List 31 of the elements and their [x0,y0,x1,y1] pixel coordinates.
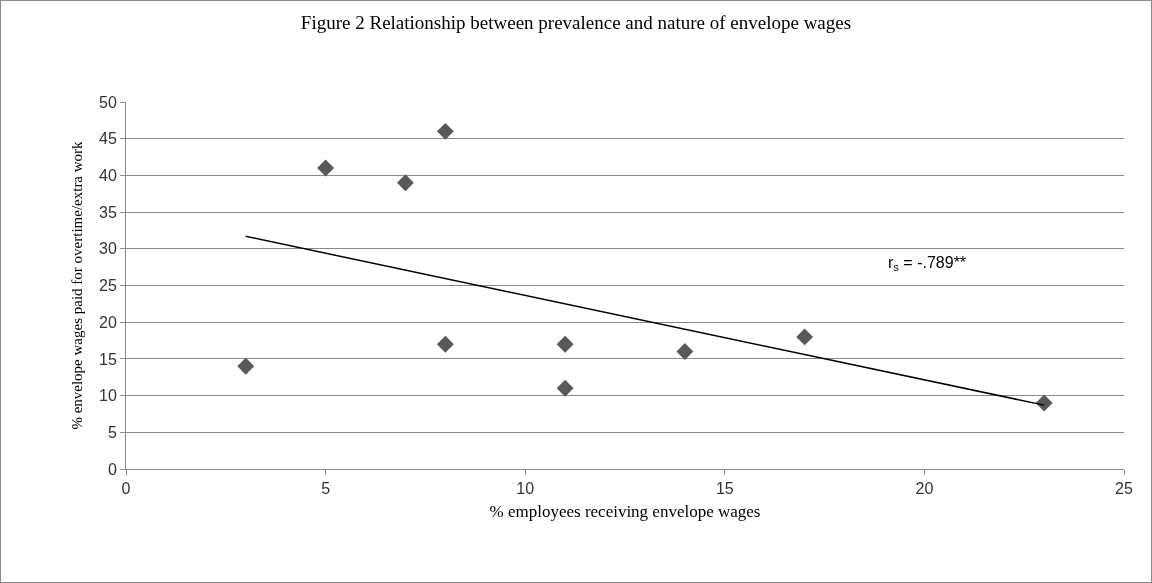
point [396,174,414,192]
y-tick-label: 25 [99,277,117,295]
chart-title: Figure 2 Relationship between prevalence and nature of envelope wages [300,11,852,33]
y-tick-label: 5 [107,423,117,441]
x-axis-title: % employees receiving envelope wages [489,501,761,521]
y-tick-label: 20 [99,313,117,331]
y-tick-label: 50 [99,93,117,111]
y-tick-label: 40 [99,167,117,184]
x-tick-label: 10 [516,480,535,498]
point [676,343,694,361]
x-tick-label: 20 [915,480,934,498]
y-tick-label: 10 [99,387,117,405]
x-tick-label: 15 [715,480,734,498]
x-tick-label: 5 [321,480,331,498]
point [436,122,454,140]
y-tick-label: 30 [99,240,117,258]
point [237,357,255,375]
point [556,335,574,353]
y-tick-label: 35 [99,203,117,221]
point [796,328,814,346]
y-tick-label: 0 [107,460,117,478]
x-tick-label: 25 [1115,480,1133,498]
annotation: r$_{s}$ = -.789** [888,254,967,274]
point [317,159,335,177]
y-tick-label: 45 [99,130,117,148]
point [1035,394,1053,412]
y-axis-title: % envelope wages paid for overtime/extra work [69,140,86,430]
point [436,335,454,353]
y-tick-label: 15 [99,350,117,368]
point [556,379,574,397]
x-tick-label: 0 [121,480,131,498]
